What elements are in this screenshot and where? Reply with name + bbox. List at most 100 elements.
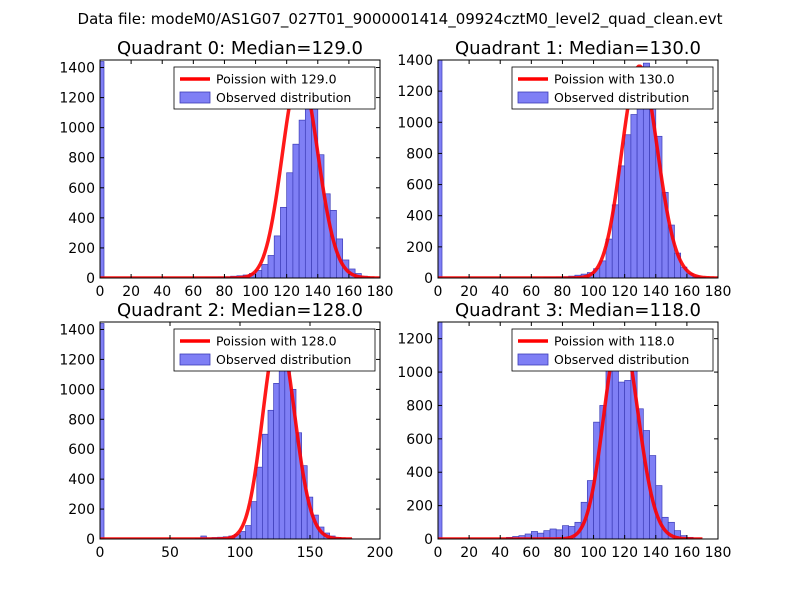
x-tick-label: 80 bbox=[216, 284, 234, 300]
histogram-bar bbox=[304, 97, 312, 278]
x-tick-label: 120 bbox=[611, 545, 638, 561]
x-tick-label: 180 bbox=[367, 284, 394, 300]
histogram-bar bbox=[267, 255, 275, 278]
x-tick-label: 200 bbox=[367, 545, 394, 561]
histogram-bar bbox=[256, 466, 263, 539]
y-tick-label: 1200 bbox=[59, 91, 95, 107]
x-tick-label: 60 bbox=[522, 545, 540, 561]
histogram-panel-1: 0 20 40 60 80 100 120 140 160 180 0 200 400 600 800 100… bbox=[397, 38, 731, 300]
legend-box bbox=[511, 328, 714, 372]
legend: Poission with 129.0 Observed distribution bbox=[173, 66, 376, 110]
histogram-bar-zero bbox=[100, 323, 105, 539]
x-tick-label: 80 bbox=[554, 545, 572, 561]
axes-frame bbox=[99, 59, 381, 279]
x-tick-label: 100 bbox=[580, 284, 607, 300]
y-tick-label: 400 bbox=[406, 209, 433, 225]
axes-frame bbox=[437, 321, 719, 540]
x-tick-label: 140 bbox=[642, 545, 669, 561]
histogram-bar bbox=[250, 501, 258, 539]
x-tick-label: 140 bbox=[642, 284, 669, 300]
y-tick-label: 1400 bbox=[59, 61, 95, 77]
y-tick-label: 1000 bbox=[397, 115, 433, 131]
legend-label-observed: Observed distribution bbox=[216, 352, 351, 367]
y-tick-label: 600 bbox=[406, 432, 433, 448]
panel-title: Quadrant 0: Median=129.0 bbox=[117, 38, 363, 59]
x-tick-label: 0 bbox=[434, 545, 443, 561]
x-tick-label: 140 bbox=[304, 284, 331, 300]
x-tick-label: 40 bbox=[153, 284, 171, 300]
y-tick-label: 600 bbox=[406, 178, 433, 194]
histogram-bar bbox=[624, 134, 632, 278]
x-tick-label: 0 bbox=[96, 545, 105, 561]
x-tick-label: 20 bbox=[460, 284, 478, 300]
histogram-bar bbox=[239, 531, 246, 539]
x-tick-label: 60 bbox=[522, 284, 540, 300]
histogram-panel-3: 0 20 40 60 80 100 120 140 160 180 0 200 400 600 800 100… bbox=[397, 300, 731, 561]
y-tick-label: 400 bbox=[406, 465, 433, 481]
histogram-bar-zero bbox=[438, 60, 443, 278]
x-tick-label: 20 bbox=[460, 545, 478, 561]
x-tick-label: 0 bbox=[434, 284, 443, 300]
x-tick-label: 100 bbox=[227, 545, 254, 561]
x-tick-label: 180 bbox=[705, 545, 732, 561]
legend-bar-swatch bbox=[179, 91, 211, 104]
y-tick-label: 1000 bbox=[59, 121, 95, 137]
y-tick-label: 0 bbox=[86, 532, 95, 548]
y-tick-label: 1000 bbox=[59, 382, 95, 398]
legend-label-poisson: Poission with 118.0 bbox=[554, 334, 675, 349]
histogram-bar-zero bbox=[438, 322, 443, 539]
x-tick-label: 20 bbox=[122, 284, 140, 300]
panel-title: Quadrant 3: Median=118.0 bbox=[455, 300, 701, 321]
panel-title: Quadrant 2: Median=128.0 bbox=[117, 300, 363, 321]
histogram-bar bbox=[674, 530, 682, 539]
y-tick-label: 200 bbox=[68, 241, 95, 257]
legend-label-poisson: Poission with 129.0 bbox=[216, 72, 337, 87]
histogram-bar bbox=[273, 383, 280, 539]
x-tick-label: 80 bbox=[554, 284, 572, 300]
y-tick-label: 0 bbox=[86, 271, 95, 287]
histogram-bar bbox=[624, 380, 632, 539]
x-tick-label: 0 bbox=[96, 284, 105, 300]
panel-title: Quadrant 1: Median=130.0 bbox=[455, 38, 701, 59]
legend: Poission with 128.0 Observed distribution bbox=[173, 328, 376, 372]
y-tick-label: 1000 bbox=[397, 365, 433, 381]
legend: Poission with 118.0 Observed distribution bbox=[511, 328, 714, 372]
x-tick-label: 160 bbox=[336, 284, 363, 300]
x-tick-label: 50 bbox=[161, 545, 179, 561]
legend-label-observed: Observed distribution bbox=[216, 90, 351, 105]
y-tick-label: 800 bbox=[406, 398, 433, 414]
histogram-bar bbox=[262, 433, 269, 539]
y-tick-label: 1400 bbox=[59, 322, 95, 338]
histogram-bar bbox=[245, 525, 252, 539]
y-tick-label: 1200 bbox=[397, 84, 433, 100]
x-tick-label: 160 bbox=[674, 545, 701, 561]
y-tick-label: 600 bbox=[68, 442, 95, 458]
histogram-bar bbox=[636, 90, 644, 278]
legend-label-poisson: Poission with 128.0 bbox=[216, 334, 337, 349]
y-tick-label: 1200 bbox=[397, 332, 433, 348]
histogram-bar bbox=[261, 264, 269, 278]
legend-bar-swatch bbox=[179, 353, 211, 366]
y-tick-label: 0 bbox=[424, 532, 433, 548]
legend-bar-swatch bbox=[517, 91, 549, 104]
legend-bar-swatch bbox=[517, 353, 549, 366]
histogram-bar bbox=[286, 172, 294, 278]
y-tick-label: 1200 bbox=[59, 352, 95, 368]
x-tick-label: 40 bbox=[491, 545, 509, 561]
histogram-bar bbox=[618, 165, 626, 278]
y-tick-label: 0 bbox=[424, 271, 433, 287]
figure-suptitle: Data file: modeM0/AS1G07_027T01_90000014… bbox=[78, 10, 723, 29]
y-tick-label: 1400 bbox=[397, 53, 433, 69]
x-tick-label: 150 bbox=[297, 545, 324, 561]
y-tick-label: 400 bbox=[68, 472, 95, 488]
x-tick-label: 120 bbox=[611, 284, 638, 300]
y-tick-label: 800 bbox=[406, 146, 433, 162]
histogram-bar bbox=[267, 409, 274, 539]
x-tick-label: 100 bbox=[242, 284, 269, 300]
histogram-bar bbox=[630, 114, 638, 278]
x-tick-label: 160 bbox=[674, 284, 701, 300]
x-tick-label: 100 bbox=[580, 545, 607, 561]
histogram-bar bbox=[280, 206, 288, 278]
x-tick-label: 60 bbox=[184, 284, 202, 300]
